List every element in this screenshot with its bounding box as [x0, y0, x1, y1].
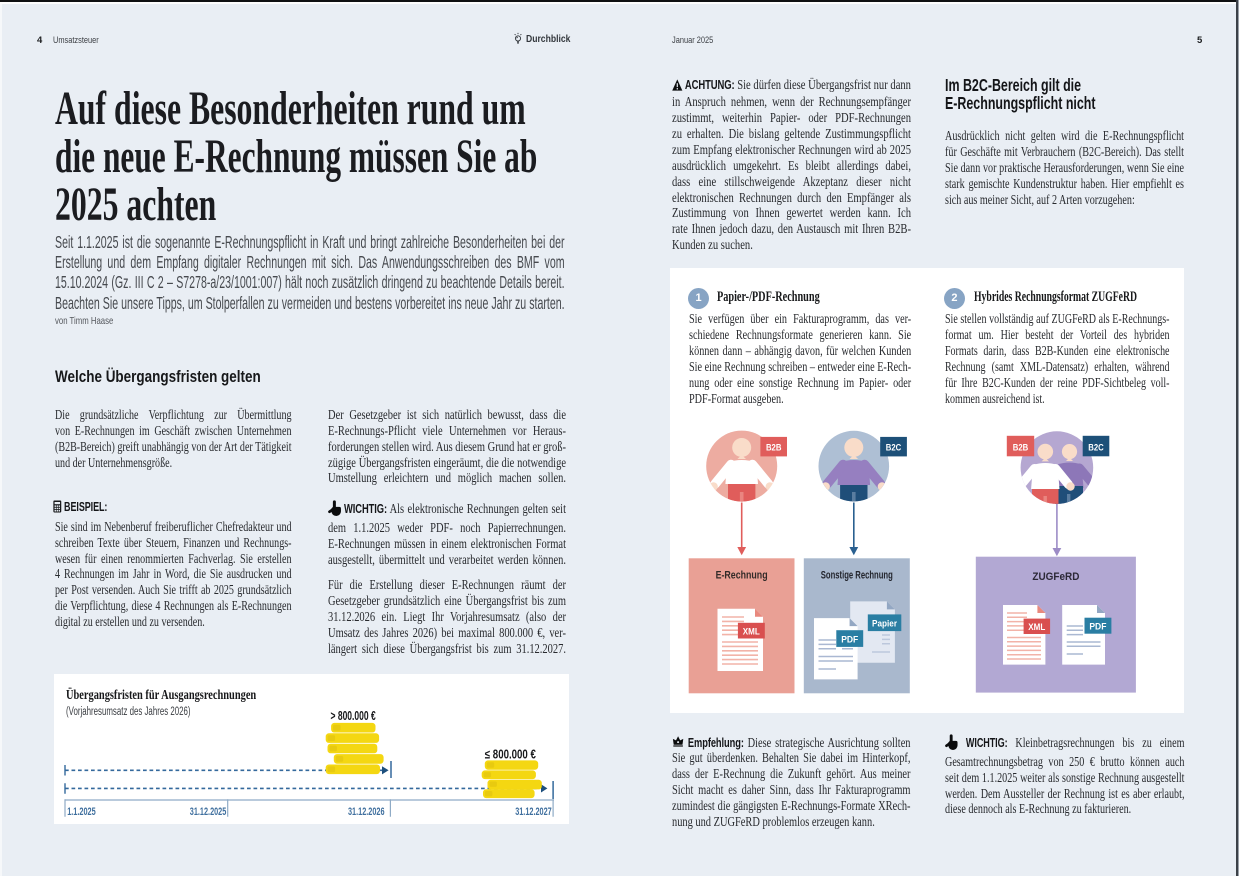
svg-text:PDF: PDF — [1089, 621, 1106, 631]
svg-text:31.12.2026: 31.12.2026 — [348, 806, 385, 818]
svg-text:≤ 800.000 €: ≤ 800.000 € — [485, 748, 536, 762]
svg-text:Papier: Papier — [872, 619, 897, 629]
svg-text:PDF: PDF — [841, 634, 858, 644]
svg-text:Sonstige Rechnung: Sonstige Rechnung — [821, 569, 893, 581]
svg-text:> 800.000 €: > 800.000 € — [331, 709, 376, 723]
svg-text:31.12.2025: 31.12.2025 — [190, 806, 227, 818]
svg-text:B2C: B2C — [886, 443, 902, 454]
svg-text:1.1.2025: 1.1.2025 — [67, 806, 96, 818]
svg-text:B2B: B2B — [1013, 442, 1029, 453]
svg-text:B2C: B2C — [1088, 442, 1104, 453]
svg-text:31.12.2027: 31.12.2027 — [515, 806, 552, 818]
svg-text:XML: XML — [743, 626, 760, 636]
svg-text:XML: XML — [1028, 622, 1045, 632]
svg-text:B2B: B2B — [766, 443, 782, 454]
svg-text:E-Rechnung: E-Rechnung — [716, 569, 768, 581]
svg-text:ZUGFeRD: ZUGFeRD — [1032, 571, 1079, 583]
